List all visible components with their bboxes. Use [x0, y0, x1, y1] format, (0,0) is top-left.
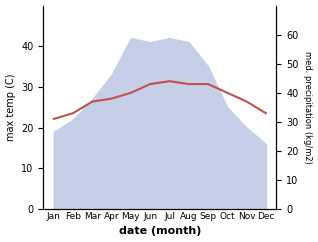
X-axis label: date (month): date (month) — [119, 227, 201, 236]
Y-axis label: max temp (C): max temp (C) — [5, 74, 16, 141]
Y-axis label: med. precipitation (kg/m2): med. precipitation (kg/m2) — [303, 51, 313, 164]
